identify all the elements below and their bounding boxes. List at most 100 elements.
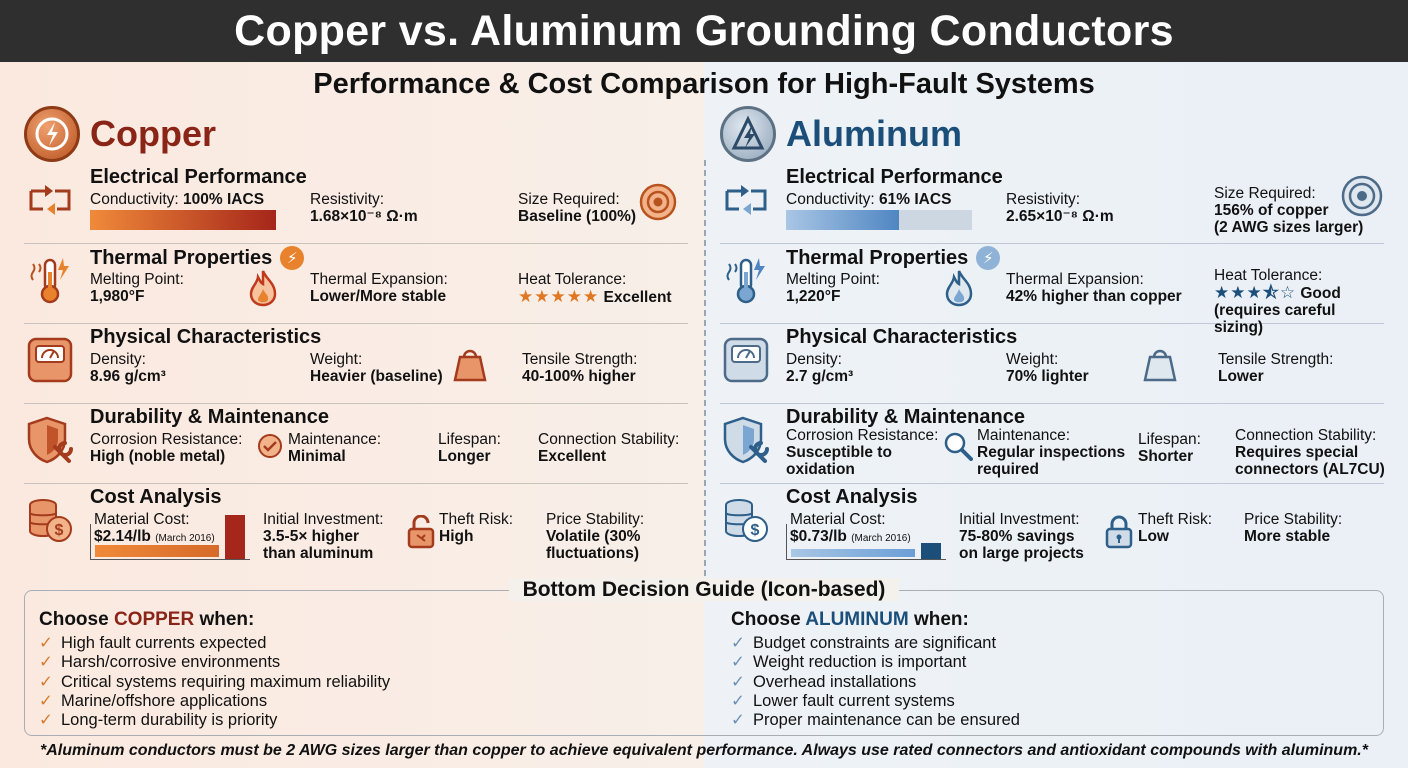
aluminum-thermal-section: Thermal Properties ⚡ Melting Point: 1,22… xyxy=(720,244,1384,336)
copper-investment-value: 3.5-5× higher than aluminum xyxy=(263,528,374,562)
coins-icon: $ xyxy=(24,494,76,546)
aluminum-tensile-value: Lower xyxy=(1218,368,1264,385)
thermometer-icon xyxy=(24,254,76,306)
copper-physical-section: Physical Characteristics Density: 8.96 g… xyxy=(24,324,688,404)
aluminum-decision-word: ALUMINUM xyxy=(805,609,909,630)
scale-icon xyxy=(24,334,76,386)
copper-investment-label: Initial Investment: xyxy=(263,511,384,528)
aluminum-heat-tolerance: Heat Tolerance: ★★★⯪☆ Good (requires car… xyxy=(1214,267,1384,336)
copper-decision-item-text: Marine/offshore applications xyxy=(61,691,268,710)
copper-resistivity: Resistivity: 1.68×10⁻⁸ Ω·m xyxy=(310,191,418,225)
decision-guide-title-text: Bottom Decision Guide (Icon-based) xyxy=(508,578,900,601)
aluminum-decision-item: ✓ Budget constraints are significant xyxy=(731,634,1020,653)
title-bar: Copper vs. Aluminum Grounding Conductors xyxy=(0,0,1408,62)
copper-conductivity-bar-fill xyxy=(90,210,276,230)
aluminum-investment-value: 75-80% savings on large projects xyxy=(959,528,1084,562)
check-icon: ✓ xyxy=(39,691,53,710)
copper-decision-heading: Choose COPPER when: xyxy=(39,609,390,631)
footnote: *Aluminum conductors must be 2 AWG sizes… xyxy=(40,742,1368,759)
aluminum-tensile: Tensile Strength: Lower xyxy=(1218,351,1333,385)
aluminum-expansion-value: 42% higher than copper xyxy=(1006,288,1182,305)
copper-material-date: (March 2016) xyxy=(155,533,215,544)
copper-decision-item: ✓ Critical systems requiring maximum reli… xyxy=(39,673,390,692)
aluminum-theft-risk: Theft Risk: Low xyxy=(1138,511,1212,545)
copper-background xyxy=(0,0,704,768)
check-icon: ✓ xyxy=(731,672,745,691)
copper-size-value: Baseline (100%) xyxy=(518,208,637,225)
aluminum-decision-item: ✓ Weight reduction is important xyxy=(731,653,1020,672)
aluminum-title: Aluminum xyxy=(786,113,962,154)
copper-durability-section: Durability & Maintenance Corrosion Resis… xyxy=(24,404,688,484)
decision-guide-title: Bottom Decision Guide (Icon-based) xyxy=(0,578,1408,602)
aluminum-electrical-section: Electrical Performance Conductivity: 61%… xyxy=(720,164,1384,244)
copper-decision-word: COPPER xyxy=(113,609,195,630)
check-icon: ✓ xyxy=(39,634,53,652)
circuit-icon xyxy=(24,174,76,226)
copper-melting-label: Melting Point: xyxy=(90,271,184,288)
aluminum-connection-value: Requires special connectors (AL7CU) xyxy=(1235,444,1385,478)
copper-price-value: Volatile (30% fluctuations) xyxy=(546,528,641,562)
aluminum-cost-chart xyxy=(786,524,946,560)
copper-material-cost: Material Cost: $2.14/lb (March 2016) xyxy=(94,511,215,547)
copper-heat-label: Heat Tolerance: xyxy=(518,271,627,288)
aluminum-size-note: (2 AWG sizes larger) xyxy=(1214,219,1364,236)
copper-weight: Weight: Heavier (baseline) xyxy=(310,351,443,385)
aluminum-decision-suffix: when: xyxy=(908,609,969,630)
aluminum-decision-items: ✓ Budget constraints are significant ✓ Weig… xyxy=(731,634,1020,730)
aluminum-material-date: (March 2016) xyxy=(851,533,911,544)
copper-conductivity-label: Conductivity: xyxy=(90,191,179,208)
svg-text:$: $ xyxy=(751,522,760,539)
aluminum-size-required: Size Required: 156% of copper (2 AWG siz… xyxy=(1214,185,1363,236)
copper-resistivity-label: Resistivity: xyxy=(310,191,385,208)
aluminum-cost-bar xyxy=(791,549,915,557)
aluminum-decision-item-text: Weight reduction is important xyxy=(753,653,967,672)
lightning-badge-icon: ⚡ xyxy=(976,246,1001,270)
aluminum-column: Aluminum Electrical Performance Conducti… xyxy=(720,104,1385,564)
aluminum-weight-value: 70% lighter xyxy=(1006,368,1089,385)
copper-heat-tolerance: Heat Tolerance: ★★★★★ Excellent xyxy=(518,271,672,306)
copper-cost-section: $ Cost Analysis Material Cost: $2.14/lb … xyxy=(24,484,688,564)
aluminum-lifespan: Lifespan: Shorter xyxy=(1138,431,1201,465)
column-divider xyxy=(704,160,706,576)
aluminum-density-value: 2.7 g/cm³ xyxy=(786,368,854,385)
copper-theft-risk: Theft Risk: High xyxy=(439,511,513,545)
copper-heat-stars-icon: ★★★★★ xyxy=(518,287,600,306)
aluminum-physical-section: Physical Characteristics Density: 2.7 g/… xyxy=(720,324,1384,404)
aluminum-weight: Weight: 70% lighter xyxy=(1006,351,1089,385)
aluminum-maintenance: Maintenance: Regular inspections require… xyxy=(977,427,1127,478)
aluminum-header: Aluminum xyxy=(720,104,1384,164)
weight-icon xyxy=(1142,346,1178,384)
aluminum-corrosion: Corrosion Resistance: Susceptible to oxi… xyxy=(786,427,946,478)
check-icon: ✓ xyxy=(731,653,745,672)
cable-cross-section-icon xyxy=(1340,174,1384,218)
aluminum-heat-value: Good xyxy=(1300,285,1341,302)
copper-decision-item-text: Critical systems requiring maximum relia… xyxy=(61,672,391,691)
aluminum-connection: Connection Stability: Requires special c… xyxy=(1235,427,1385,478)
copper-decision-item-text: High fault currents expected xyxy=(61,634,267,652)
aluminum-durability-section: Durability & Maintenance Corrosion Resis… xyxy=(720,404,1385,484)
padlock-icon xyxy=(1104,514,1134,550)
copper-corrosion-label: Corrosion Resistance: xyxy=(90,431,243,448)
copper-conductivity: Conductivity: 100% IACS xyxy=(90,191,264,208)
aluminum-conductivity: Conductivity: 61% IACS xyxy=(786,191,951,208)
aluminum-decision-item: ✓ Lower fault current systems xyxy=(731,692,1020,711)
aluminum-price-value: More stable xyxy=(1244,528,1331,545)
check-icon: ✓ xyxy=(39,653,53,672)
copper-header: Copper xyxy=(24,104,688,164)
copper-title: Copper xyxy=(90,113,216,154)
check-circle-icon xyxy=(256,432,284,460)
copper-maintenance: Maintenance: Minimal xyxy=(288,431,381,465)
aluminum-decision-item: ✓ Overhead installations xyxy=(731,673,1020,692)
check-icon: ✓ xyxy=(731,711,745,730)
copper-weight-label: Weight: xyxy=(310,351,363,368)
aluminum-conductivity-bar-fill xyxy=(786,210,900,230)
copper-decision-item: ✓ Marine/offshore applications xyxy=(39,692,390,711)
aluminum-conductivity-label: Conductivity: xyxy=(786,191,875,208)
aluminum-heat-label: Heat Tolerance: xyxy=(1214,267,1323,284)
copper-material-label: Material Cost: xyxy=(94,511,190,528)
copper-thermal-title-text: Thermal Properties xyxy=(90,246,273,269)
aluminum-decision-item-text: Proper maintenance can be ensured xyxy=(753,711,1020,730)
copper-column: Copper Electrical Performance Conductivi… xyxy=(24,104,688,564)
aluminum-physical-title: Physical Characteristics xyxy=(786,326,1018,348)
copper-density: Density: 8.96 g/cm³ xyxy=(90,351,166,385)
